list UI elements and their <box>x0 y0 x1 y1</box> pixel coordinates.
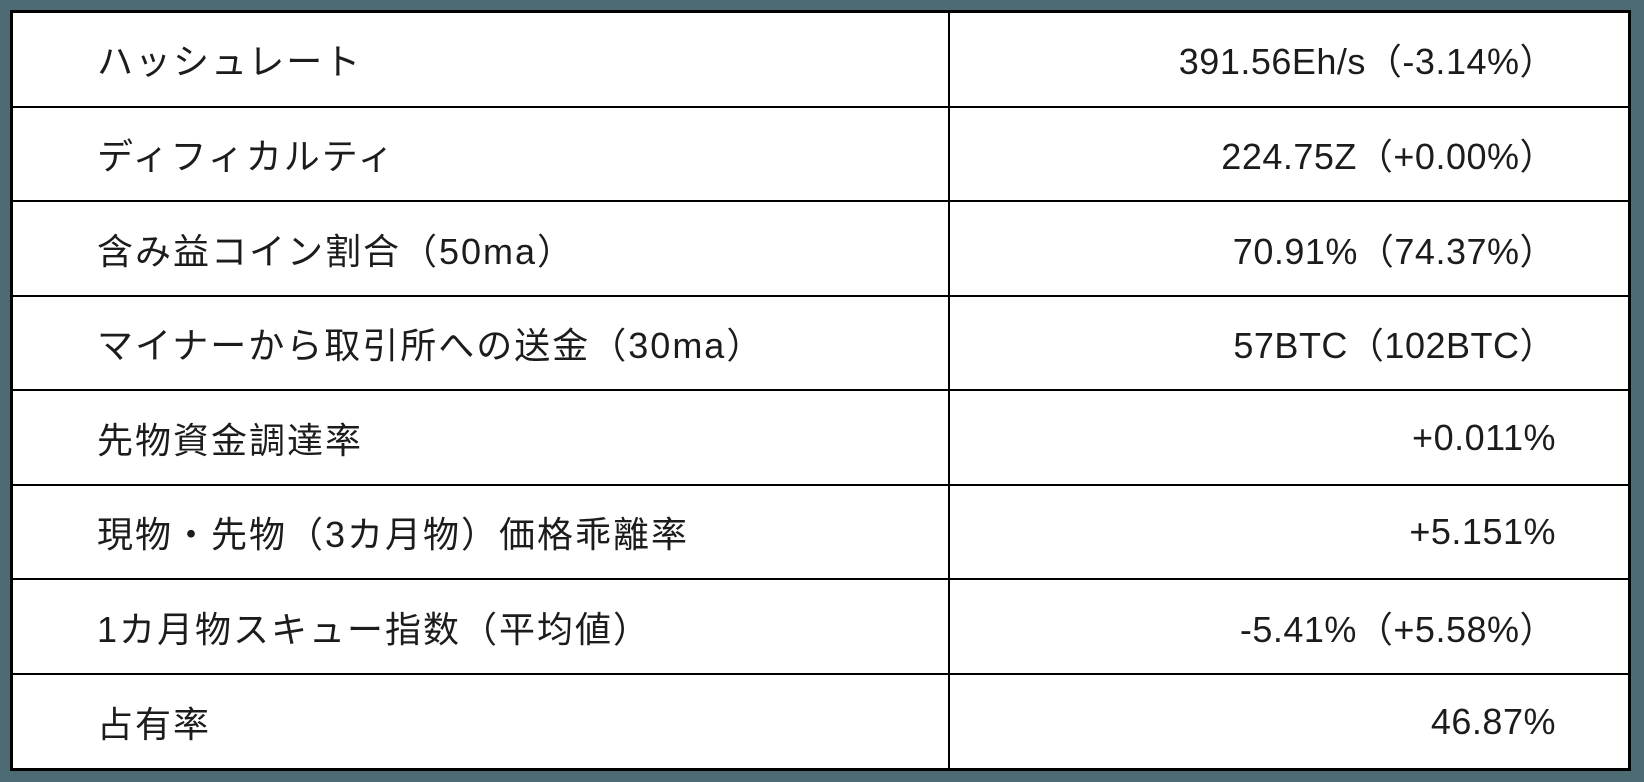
metric-label: 現物・先物（3カ月物）価格乖離率 <box>10 483 951 581</box>
metric-value: -5.41%（+5.58%） <box>948 578 1631 675</box>
metric-value: +0.011% <box>948 389 1631 486</box>
table-row: 占有率 46.87% <box>10 673 1631 771</box>
table-row: ディフィカルティ 224.75Z（+0.00%） <box>10 105 1631 203</box>
metric-value: 391.56Eh/s（-3.14%） <box>948 10 1631 108</box>
metric-value: 46.87% <box>948 673 1631 771</box>
metric-label: 先物資金調達率 <box>10 389 951 486</box>
table-row: 含み益コイン割合（50ma） 70.91%（74.37%） <box>10 200 1631 297</box>
metric-label: ディフィカルティ <box>10 105 951 203</box>
metric-value: 70.91%（74.37%） <box>948 200 1631 297</box>
table-row: マイナーから取引所への送金（30ma） 57BTC（102BTC） <box>10 294 1631 392</box>
table-row: 現物・先物（3カ月物）価格乖離率 +5.151% <box>10 483 1631 581</box>
table-body: ハッシュレート 391.56Eh/s（-3.14%） ディフィカルティ 224.… <box>10 10 1631 771</box>
metric-label: 1カ月物スキュー指数（平均値） <box>10 578 951 675</box>
table-row: 先物資金調達率 +0.011% <box>10 389 1631 486</box>
metric-label: 含み益コイン割合（50ma） <box>10 200 951 297</box>
metric-label: ハッシュレート <box>10 10 951 108</box>
metric-value: +5.151% <box>948 483 1631 581</box>
metric-value: 224.75Z（+0.00%） <box>948 105 1631 203</box>
metric-label: マイナーから取引所への送金（30ma） <box>10 294 951 392</box>
metrics-table: ハッシュレート 391.56Eh/s（-3.14%） ディフィカルティ 224.… <box>10 10 1631 771</box>
table-row: 1カ月物スキュー指数（平均値） -5.41%（+5.58%） <box>10 578 1631 675</box>
metric-value: 57BTC（102BTC） <box>948 294 1631 392</box>
metric-label: 占有率 <box>10 673 951 771</box>
table-row: ハッシュレート 391.56Eh/s（-3.14%） <box>10 10 1631 108</box>
